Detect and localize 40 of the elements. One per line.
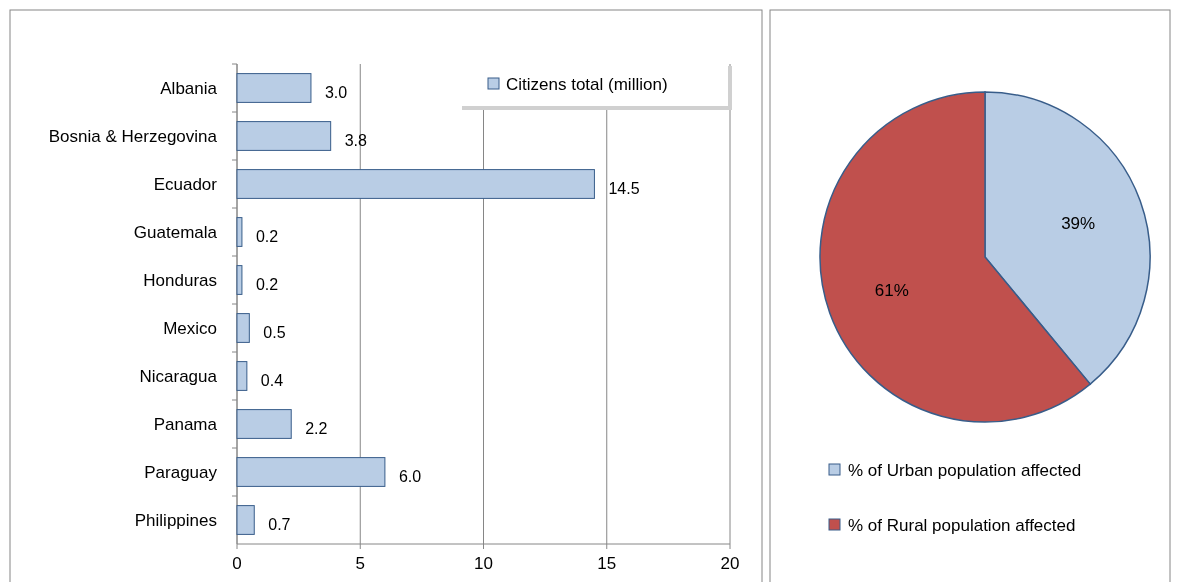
bar <box>236 409 292 439</box>
data-label: 61% <box>874 281 909 301</box>
legend-label: Citizens total (million) <box>506 74 668 94</box>
bar <box>236 361 248 391</box>
data-label: 0.4 <box>260 371 284 389</box>
y-tick-label: Philippines <box>134 510 217 530</box>
bar <box>236 313 250 343</box>
x-tick-label: 10 <box>474 554 493 573</box>
legend-label: % of Rural population affected <box>848 515 1076 535</box>
y-tick-label: Guatemala <box>133 222 218 242</box>
data-label: 6.0 <box>398 467 422 485</box>
x-tick-label: 5 <box>355 554 365 573</box>
data-label: 0.2 <box>255 275 279 293</box>
x-tick-label: 0 <box>232 554 242 573</box>
bar <box>236 73 312 103</box>
data-label: 3.0 <box>324 83 348 101</box>
y-tick-label: Bosnia & Herzegovina <box>48 126 218 146</box>
data-label: 3.8 <box>344 131 368 149</box>
bar <box>236 121 332 151</box>
data-label: 0.2 <box>255 227 279 245</box>
y-tick-label: Mexico <box>163 318 217 338</box>
bar <box>236 505 255 535</box>
y-tick-label: Paraguay <box>144 462 218 482</box>
x-tick-label: 20 <box>720 554 740 573</box>
y-tick-label: Albania <box>160 78 218 98</box>
bar <box>236 457 386 487</box>
data-label: 2.2 <box>305 419 328 437</box>
x-tick-label: 15 <box>597 554 617 573</box>
legend-label: % of Urban population affected <box>848 460 1082 480</box>
y-tick-label: Panama <box>153 414 218 434</box>
data-label: 0.5 <box>263 323 286 341</box>
data-label: 0.7 <box>268 515 291 533</box>
data-label: 39% <box>1061 213 1096 233</box>
data-label: 14.5 <box>608 179 640 197</box>
bar <box>236 217 243 247</box>
bar <box>236 265 243 295</box>
y-tick-label: Ecuador <box>153 174 218 194</box>
y-tick-label: Nicaragua <box>139 366 218 386</box>
bar <box>236 169 595 199</box>
y-tick-label: Honduras <box>143 270 217 290</box>
